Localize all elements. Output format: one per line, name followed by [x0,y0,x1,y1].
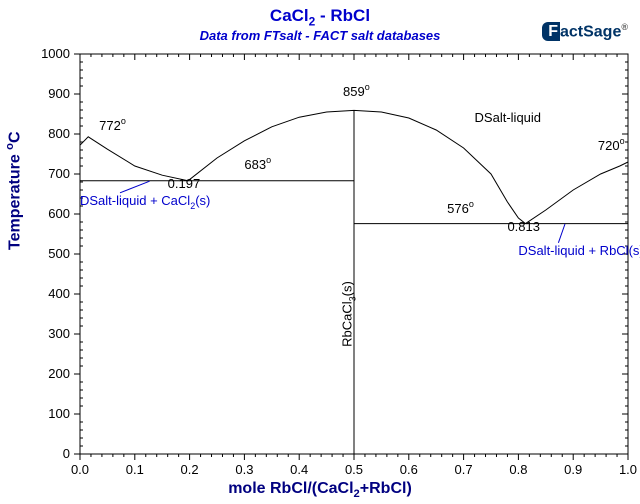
y-tick-label: 900 [48,86,70,101]
y-tick-label: 300 [48,326,70,341]
x-tick-label: 0.6 [400,462,418,477]
x-tick-label: 0.9 [564,462,582,477]
point-label: 859o [343,82,370,99]
y-tick-label: 800 [48,126,70,141]
left-phase-label: DSalt-liquid + CaCl2(s) [80,193,210,211]
phase-diagram-chart: 0.0 0.1 0.2 0.3 0.4 0.5 0.6 0.7 0.8 0.9 1.0 0 100 200… [0,0,640,504]
x-tick-label: 0.8 [509,462,527,477]
left-liquidus [80,137,188,181]
x-tick-label: 0.3 [235,462,253,477]
right-liquidus [526,162,628,224]
left-phase-arrow [120,181,150,193]
y-tick-label: 1000 [41,46,70,61]
point-label: 0.813 [507,219,540,234]
y-tick-label: 0 [63,446,70,461]
x-tick-label: 0.5 [345,462,363,477]
x-tick-label: 0.7 [455,462,473,477]
y-tick-label: 700 [48,166,70,181]
right-phase-arrow [558,224,565,243]
y-tick-label: 500 [48,246,70,261]
y-tick-label: 100 [48,406,70,421]
x-tick-label: 0.1 [126,462,144,477]
point-label: 772o [99,116,126,133]
point-label: 720o [598,136,625,153]
mid-liquidus [188,110,526,223]
right-phase-label: DSalt-liquid + RbCl(s) [518,243,640,258]
point-label: 683o [244,155,271,172]
point-label: 576o [447,199,474,216]
y-tick-label: 200 [48,366,70,381]
x-tick-label: 0.4 [290,462,308,477]
y-tick-label: 600 [48,206,70,221]
compound-label: RbCaCl3(s) [339,281,357,347]
x-tick-label: 0.0 [71,462,89,477]
x-tick-label: 0.2 [181,462,199,477]
y-tick-label: 400 [48,286,70,301]
region-label: DSalt-liquid [475,110,541,125]
x-tick-label: 1.0 [619,462,637,477]
point-label: 0.197 [168,176,201,191]
